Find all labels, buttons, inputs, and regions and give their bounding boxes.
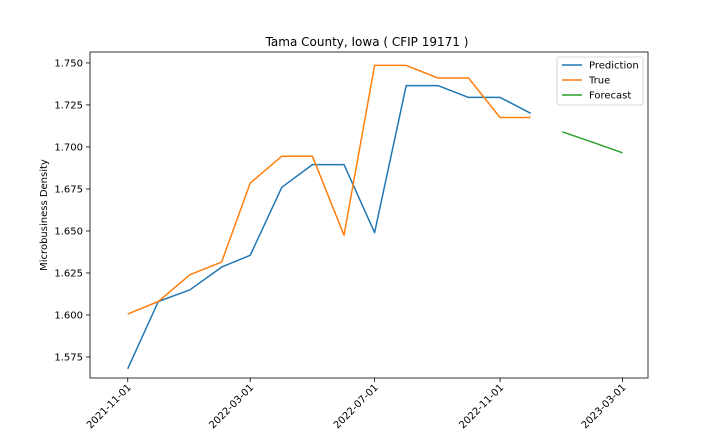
y-tick-label: 1.750 <box>54 58 83 69</box>
x-tick-label: 2022-03-01 <box>207 382 256 431</box>
y-tick-label: 1.650 <box>54 226 83 237</box>
y-axis-label: Microbusiness Density <box>39 159 50 271</box>
legend-label: Prediction <box>589 61 639 72</box>
legend-label: True <box>588 76 610 87</box>
y-tick-label: 1.600 <box>54 310 83 321</box>
legend-box <box>556 56 644 106</box>
x-tick-label: 2022-07-01 <box>332 382 381 431</box>
plot-area <box>89 51 649 379</box>
series-line-true <box>127 64 531 315</box>
x-tick-label: 2021-11-01 <box>85 382 134 431</box>
y-tick-label: 1.625 <box>54 268 83 279</box>
x-tick-label: 2022-11-01 <box>457 382 506 431</box>
y-tick-label: 1.575 <box>54 352 83 363</box>
series-group <box>127 64 623 370</box>
y-axis: 1.575 1.600 1.625 1.650 1.675 1.700 1.725 1.750 <box>54 58 90 363</box>
legend-label: Forecast <box>589 91 631 102</box>
chart-title: Tama County, Iowa ( CFIP 19171 ) <box>265 35 469 49</box>
series-line-prediction <box>127 84 532 370</box>
y-tick-label: 1.725 <box>54 100 83 111</box>
y-tick-label: 1.700 <box>54 142 83 153</box>
y-tick-label: 1.675 <box>54 184 83 195</box>
x-tick-label: 2023-03-01 <box>580 382 629 431</box>
legend: Prediction True Forecast <box>556 56 644 106</box>
x-axis: 2021-11-01 2022-03-01 2022-07-01 2022-11-01… <box>85 378 629 431</box>
series-line-forecast <box>562 131 623 154</box>
